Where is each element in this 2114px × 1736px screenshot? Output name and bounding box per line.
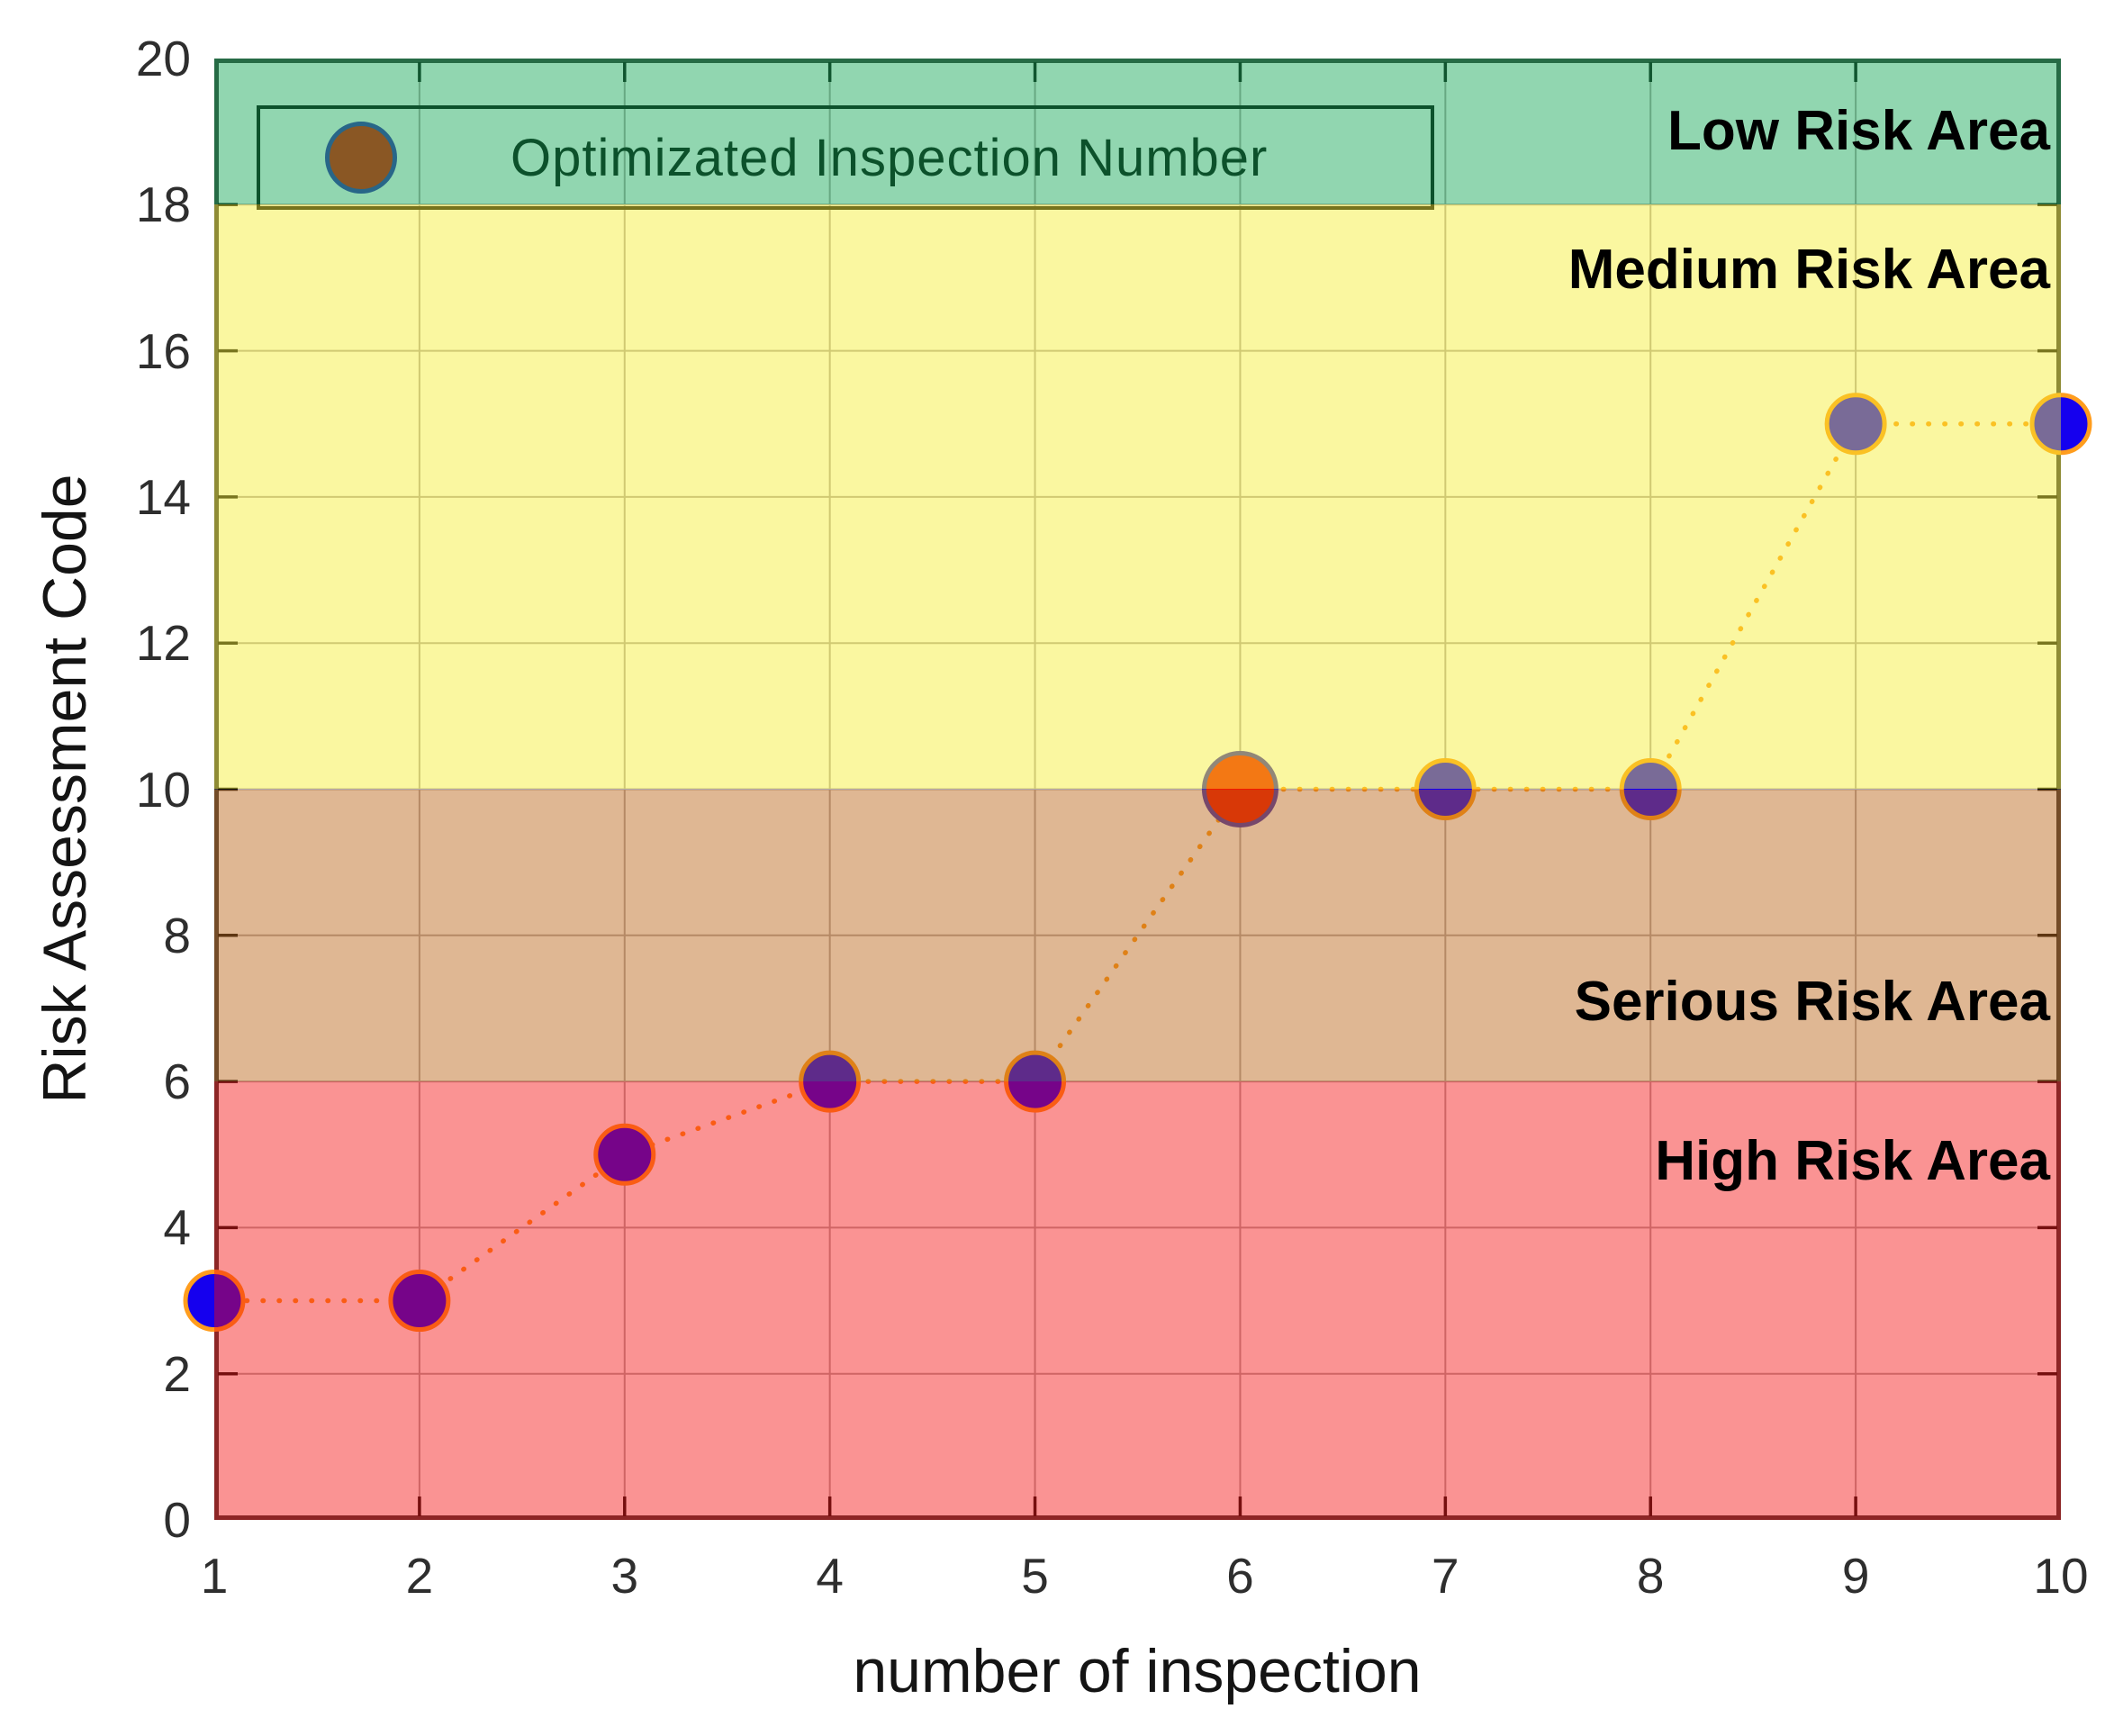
y-tick-label: 18 bbox=[135, 176, 191, 233]
y-tick-label: 14 bbox=[135, 468, 191, 525]
data-point[interactable] bbox=[1004, 1050, 1067, 1113]
y-tick-label: 6 bbox=[163, 1053, 191, 1110]
x-tick-label: 6 bbox=[1226, 1548, 1254, 1604]
x-tick-label: 4 bbox=[816, 1548, 844, 1604]
y-tick-label: 20 bbox=[135, 31, 191, 86]
x-tick-label: 5 bbox=[1021, 1548, 1049, 1604]
y-tick-label: 12 bbox=[135, 615, 191, 672]
x-tick-label: 9 bbox=[1841, 1548, 1870, 1604]
x-tick-label: 10 bbox=[2033, 1548, 2089, 1604]
x-tick-label: 3 bbox=[610, 1548, 639, 1604]
plot-area: Optimizated Inspection Number Low Risk A… bbox=[183, 59, 2092, 1520]
y-tick-label: 10 bbox=[135, 761, 191, 818]
legend[interactable]: Optimizated Inspection Number bbox=[257, 105, 1434, 210]
data-point[interactable] bbox=[1414, 758, 1477, 820]
data-point[interactable] bbox=[388, 1270, 451, 1333]
data-point[interactable] bbox=[799, 1050, 862, 1113]
x-tick-label: 1 bbox=[200, 1548, 229, 1604]
data-point[interactable] bbox=[593, 1123, 656, 1186]
x-axis-title: number of inspection bbox=[853, 1637, 1422, 1705]
y-tick-label: 0 bbox=[163, 1492, 191, 1548]
plot-canvas bbox=[183, 59, 2092, 1520]
optimized-data-point[interactable] bbox=[1201, 751, 1278, 827]
legend-marker-icon bbox=[325, 122, 397, 194]
data-point[interactable] bbox=[2029, 393, 2092, 456]
y-tick-label: 16 bbox=[135, 322, 191, 379]
y-tick-label: 4 bbox=[163, 1199, 191, 1256]
x-tick-label: 7 bbox=[1432, 1548, 1459, 1604]
y-tick-label: 2 bbox=[163, 1345, 191, 1402]
y-axis-title: Risk Assessment Code bbox=[31, 474, 99, 1104]
legend-label: Optimizated Inspection Number bbox=[510, 128, 1269, 187]
data-point[interactable] bbox=[183, 1270, 246, 1333]
y-tick-label: 8 bbox=[163, 907, 191, 963]
series-dotted-line bbox=[212, 421, 2064, 1304]
data-point[interactable] bbox=[1824, 393, 1887, 456]
data-point[interactable] bbox=[1619, 758, 1682, 820]
x-tick-label: 2 bbox=[405, 1548, 434, 1604]
axis-box-border bbox=[214, 59, 2061, 1520]
x-tick-label: 8 bbox=[1636, 1548, 1665, 1604]
